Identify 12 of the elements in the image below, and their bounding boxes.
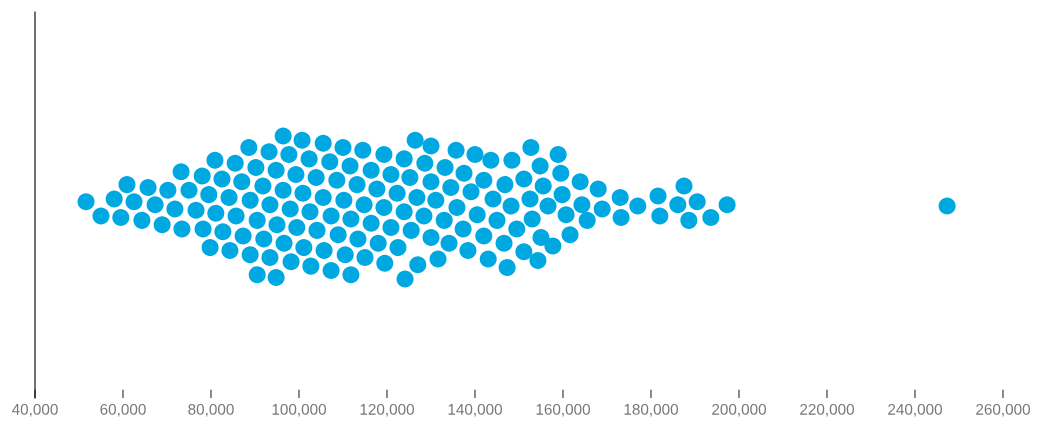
x-tick-label: 80,000 — [188, 403, 234, 417]
x-tick-label: 180,000 — [624, 403, 679, 417]
x-tick-label: 200,000 — [712, 403, 767, 417]
x-tick-label: 140,000 — [448, 403, 503, 417]
x-tick-label: 40,000 — [11, 403, 58, 417]
x-tick-label: 60,000 — [100, 403, 146, 417]
x-tick-label: 120,000 — [360, 403, 415, 417]
x-tick-label: 240,000 — [888, 403, 943, 417]
x-tick-label: 220,000 — [800, 403, 855, 417]
x-tick-label: 160,000 — [536, 403, 591, 417]
x-tick-label: 100,000 — [272, 403, 327, 417]
x-tick-label: 260,000 — [976, 403, 1031, 417]
